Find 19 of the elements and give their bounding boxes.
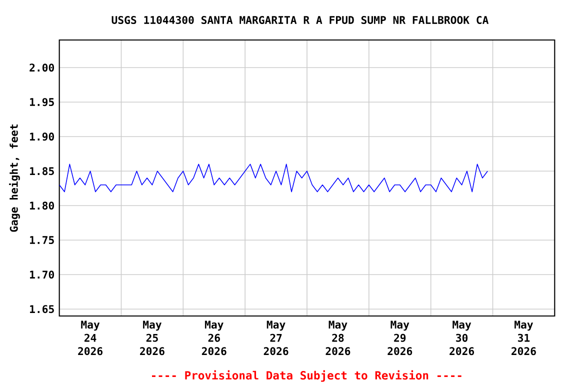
text: ---- Provisional Data Subject to Revision ---- (152, 370, 462, 382)
x-tick-label: May 25 2026 (140, 320, 164, 356)
chart-title: USGS 11044300 SANTA MARGARITA R A FPUD SUMP NR FALLBROOK CA (112, 16, 489, 24)
x-tick-label: May 29 2026 (388, 320, 412, 356)
x-tick-label: May 31 2026 (512, 320, 536, 356)
x-tick-label: May 27 2026 (264, 320, 288, 356)
x-tick-label: May 24 2026 (78, 320, 102, 356)
y-tick-label: 1.85 (30, 167, 54, 176)
y-tick-label: 1.70 (30, 270, 54, 279)
x-tick-label: May 28 2026 (326, 320, 350, 356)
y-axis-title: Gage height, feet (9, 124, 20, 232)
x-tick-label: May 26 2026 (202, 320, 226, 356)
y-tick-label: 1.80 (30, 202, 54, 210)
y-tick-label: 1.65 (30, 305, 54, 314)
y-tick-label: 1.90 (30, 132, 54, 141)
y-tick-label: 2.00 (30, 64, 54, 72)
y-tick-label: 1.75 (30, 236, 54, 244)
y-tick-label: 1.95 (30, 98, 54, 106)
x-tick-label: May 30 2026 (450, 320, 474, 356)
